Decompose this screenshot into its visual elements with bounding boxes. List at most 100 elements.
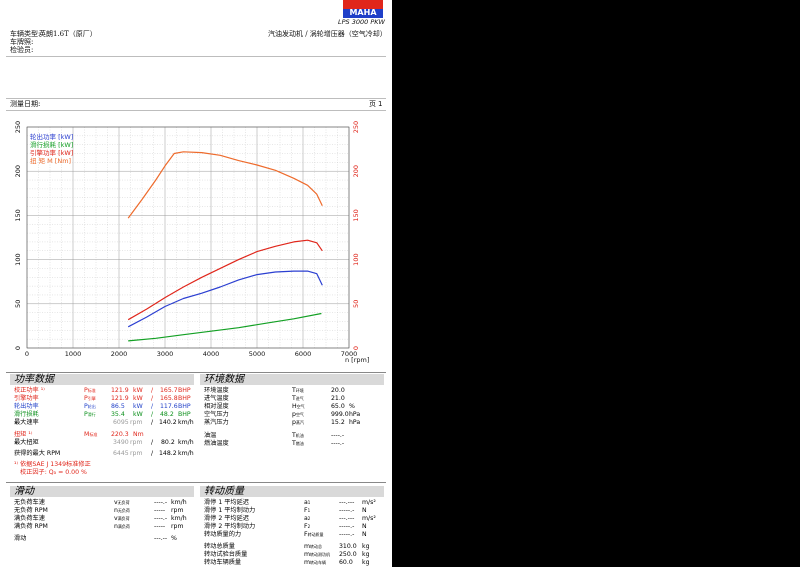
y-tick-label-left: 150 xyxy=(14,209,22,221)
rot-row-value: ---.--- xyxy=(339,499,355,506)
y-tick-label-left: 50 xyxy=(14,300,22,308)
max-torque-unit: km/h xyxy=(178,439,194,446)
symbol: T进气 xyxy=(292,395,304,402)
slide-row-label: 无负荷车速 xyxy=(14,499,45,506)
y-tick-label-right: 50 xyxy=(352,300,360,308)
slash: / xyxy=(151,411,154,418)
power-row-bhp: 48.2 xyxy=(160,411,174,418)
slide-row-value: ----- xyxy=(154,507,166,514)
slide-row-label: 滑动 xyxy=(14,535,27,542)
rot-row-unit: N xyxy=(362,531,367,538)
symbol: p空气 xyxy=(292,411,304,418)
rot-row-label: 滑停 2 平均延迟 xyxy=(204,515,249,522)
x-tick-label: 4000 xyxy=(203,350,220,358)
power-row-kw: 86.5 xyxy=(111,403,125,410)
rot-row-value: 60.0 xyxy=(339,559,353,566)
rot-row-label: 转动试验台质量 xyxy=(204,551,248,558)
symbol: P引擎 xyxy=(84,395,96,402)
slide-row-unit: km/h xyxy=(171,499,187,506)
max-speed-value: 140.2 xyxy=(159,419,177,426)
chart-grid xyxy=(26,126,350,349)
power-row-kw-unit: kW xyxy=(133,403,143,410)
symbol: T燃油 xyxy=(292,440,304,447)
vehicle-type-label: 车辆类型: xyxy=(10,30,41,38)
power-row-kw-unit: kW xyxy=(133,411,143,418)
rot-row-value: ---.--- xyxy=(339,515,355,522)
env-row-label: 相对湿度 xyxy=(204,403,229,410)
max-rpm-value: 148.2 xyxy=(159,450,177,457)
symbol: T环境 xyxy=(292,387,304,394)
max-speed-label: 最大速率 xyxy=(14,419,39,426)
rot-row-value: 250.0 xyxy=(339,551,357,558)
env-row-value: 999.0 xyxy=(331,411,349,418)
rot-row-label: 滑停 1 平均延迟 xyxy=(204,499,249,506)
power-row-kw-unit: kW xyxy=(133,387,143,394)
x-tick-label: 5000 xyxy=(249,350,266,358)
symbol: m转动测功机 xyxy=(304,551,331,558)
rot-row-value: -----.- xyxy=(339,523,355,530)
symbol: F转动质量 xyxy=(304,531,324,538)
symbol: n满负荷 xyxy=(114,523,130,530)
env-row-label: 空气压力 xyxy=(204,411,229,418)
slide-row-unit: km/h xyxy=(171,515,187,522)
slide-row-label: 满负荷 RPM xyxy=(14,523,48,530)
slide-row-value: ----.- xyxy=(154,499,168,506)
power-row-bhp: 117.6 xyxy=(160,403,178,410)
maha-logo: MAHA xyxy=(337,0,389,28)
power-row-bhp-unit: BHP xyxy=(178,411,191,418)
symbol: P标准 xyxy=(84,387,96,394)
env-row-value: 21.0 xyxy=(331,395,345,402)
divider xyxy=(6,56,386,57)
slash: / xyxy=(151,439,154,446)
rot-row-unit: m/s² xyxy=(362,499,376,506)
symbol: m转动总 xyxy=(304,543,323,550)
rot-row-label: 转动车辆质量 xyxy=(204,559,242,566)
x-tick-label: 0 xyxy=(25,350,29,358)
power-row-label: 引擎功率 xyxy=(14,395,39,402)
symbol: P滑行 xyxy=(84,411,96,418)
symbol: H空气 xyxy=(292,403,305,410)
x-tick-label: 3000 xyxy=(157,350,174,358)
power-row-kw: 35.4 xyxy=(111,411,125,418)
power-section-header xyxy=(10,374,194,385)
slash: / xyxy=(151,395,154,402)
power-row-kw-unit: kW xyxy=(133,395,143,402)
x-axis-label: n [rpm] xyxy=(345,356,369,364)
env-row-value: 20.0 xyxy=(331,387,345,394)
plot-frame xyxy=(26,126,350,349)
slash: / xyxy=(151,419,154,426)
power-row-label: 滑行损耗 xyxy=(14,411,39,418)
series-line xyxy=(128,312,322,342)
env-row-value: ----.- xyxy=(331,432,345,439)
chart-legend: 轮出功率 [kW]滑行损耗 [kW]引擎功率 [kW]扭 矩 M [Nm] xyxy=(30,132,73,165)
power-row-bhp-unit: BHP xyxy=(178,395,191,402)
rot-row-label: 转动质量的力 xyxy=(204,531,242,538)
divider xyxy=(6,372,386,373)
divider xyxy=(6,482,386,483)
series-line xyxy=(127,270,323,328)
y-tick-label-right: 100 xyxy=(352,253,360,265)
rot-row-value: 310.0 xyxy=(339,543,357,550)
max-speed-rpm-unit: rpm xyxy=(130,419,143,426)
slide-row-unit: rpm xyxy=(171,507,184,514)
page-number: 1 xyxy=(378,100,383,108)
rot-section-header xyxy=(200,486,384,497)
torque-unit: Nm xyxy=(133,431,144,438)
report-sheet: MAHA LPS 3000 PKW 车辆类型: 英朗1.6T（原厂） 汽油发动机… xyxy=(0,0,392,567)
rot-row-value: -----.- xyxy=(339,531,355,538)
env-row-value: 15.2 xyxy=(331,419,345,426)
power-chart: 0 1000 2000 3000 4000 5000 6000 700005010015020… xyxy=(14,121,369,364)
power-row-bhp-unit: BHP xyxy=(178,387,191,394)
env-row-label: 环境温度 xyxy=(204,387,229,394)
slide-section-title: 滑动 xyxy=(14,486,34,497)
divider xyxy=(6,98,386,99)
max-torque-rpm-unit: rpm xyxy=(130,439,143,446)
slide-row-unit: rpm xyxy=(171,523,184,530)
env-row-value: ----.- xyxy=(331,440,345,447)
symbol: v无负荷 xyxy=(114,499,130,506)
y-tick-label-left: 0 xyxy=(14,346,22,350)
legend-entry: 轮出功率 [kW] xyxy=(30,132,73,141)
y-tick-label-right: 250 xyxy=(352,121,360,133)
divider xyxy=(6,110,386,111)
symbol: T机油 xyxy=(292,432,304,439)
